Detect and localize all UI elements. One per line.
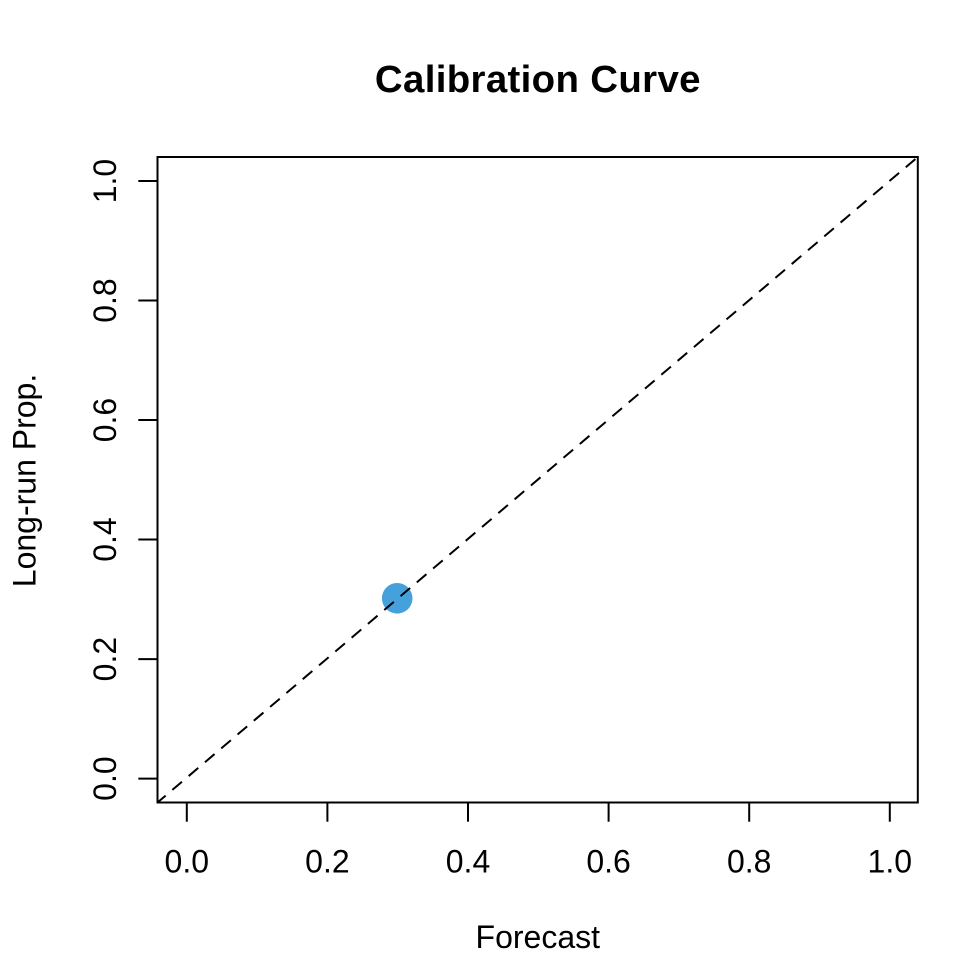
svg-text:0.6: 0.6: [87, 398, 123, 442]
svg-text:0.2: 0.2: [305, 844, 349, 880]
svg-text:1.0: 1.0: [868, 844, 912, 880]
svg-text:Long-run Prop.: Long-run Prop.: [6, 374, 42, 587]
svg-text:0.0: 0.0: [87, 756, 123, 800]
svg-text:0.8: 0.8: [87, 278, 123, 322]
svg-text:0.2: 0.2: [87, 637, 123, 681]
svg-text:1.0: 1.0: [87, 159, 123, 203]
svg-text:0.8: 0.8: [727, 844, 771, 880]
svg-text:0.0: 0.0: [165, 844, 209, 880]
svg-text:Forecast: Forecast: [476, 919, 601, 955]
svg-text:0.6: 0.6: [586, 844, 630, 880]
svg-text:0.4: 0.4: [87, 517, 123, 561]
svg-text:0.4: 0.4: [446, 844, 490, 880]
svg-text:Calibration Curve: Calibration Curve: [375, 58, 701, 101]
